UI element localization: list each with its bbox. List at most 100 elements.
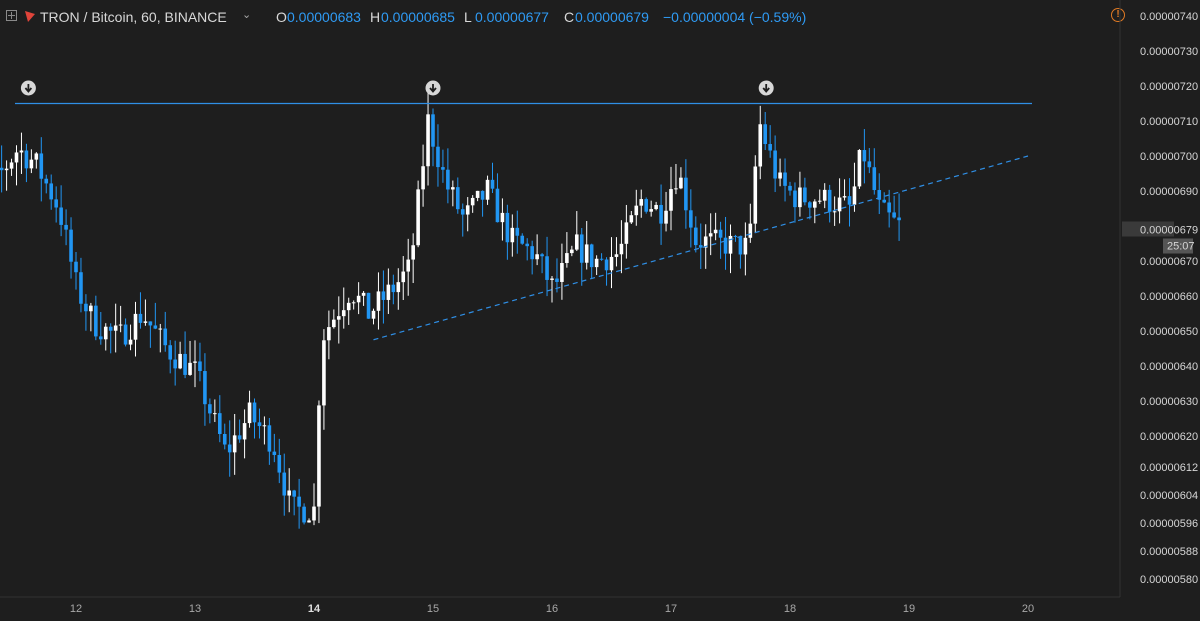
candle: [9, 158, 14, 176]
candle: [431, 108, 435, 167]
candle: [317, 400, 321, 524]
candle: [351, 300, 356, 310]
candle: [113, 303, 118, 353]
candle: [480, 190, 485, 217]
candle: [64, 209, 68, 246]
candle: [213, 399, 217, 423]
candle: [262, 416, 267, 445]
time-tick-label: 12: [70, 603, 82, 615]
low-label: L: [464, 9, 472, 25]
last-price-label: 0.00000679: [1140, 225, 1198, 237]
price-axis[interactable]: 0.00000740 0.00000730 0.00000720 0.00000710…: [1122, 11, 1198, 586]
candle: [460, 203, 465, 237]
candle: [530, 240, 534, 275]
candle: [203, 353, 207, 426]
warning-icon[interactable]: !: [1111, 8, 1125, 22]
candle: [817, 189, 822, 204]
candle: [560, 243, 564, 300]
candle: [173, 340, 177, 386]
candle: [550, 275, 554, 303]
open-label: O: [276, 9, 287, 25]
time-tick-label: 19: [903, 603, 915, 615]
candle: [426, 90, 430, 186]
candle: [396, 268, 401, 310]
countdown-label: 25:07: [1167, 241, 1195, 253]
candle: [629, 210, 634, 224]
candle: [634, 189, 639, 226]
high-value: 0.00000685: [381, 9, 455, 25]
time-axis[interactable]: 12 13 14 15 16 17 18 19 20: [70, 603, 1034, 615]
expand-icon[interactable]: [6, 10, 17, 21]
candle: [178, 341, 182, 370]
price-tick-label: 0.00000720: [1140, 81, 1198, 93]
candle: [882, 192, 887, 204]
candle: [565, 232, 569, 268]
candle: [803, 177, 807, 206]
arrow-down-marker-icon[interactable]: [425, 80, 441, 96]
candle: [411, 233, 415, 284]
candle: [659, 184, 663, 245]
time-tick-label: 15: [427, 603, 439, 615]
candle: [272, 433, 277, 463]
candle: [470, 195, 475, 213]
candle: [267, 417, 272, 465]
candle: [138, 292, 143, 329]
candle: [679, 167, 683, 190]
drawing-layer: [15, 80, 1032, 341]
candle: [738, 235, 743, 269]
open-value: 0.00000683: [287, 9, 361, 25]
price-tick-label: 0.00000580: [1140, 574, 1198, 586]
candle: [302, 503, 306, 525]
time-tick-label: 20: [1022, 603, 1034, 615]
candle: [39, 137, 44, 202]
candle: [34, 152, 39, 169]
arrow-down-marker-icon[interactable]: [758, 80, 774, 96]
candle: [773, 135, 777, 193]
candle: [222, 423, 227, 450]
candle: [59, 185, 63, 237]
candle: [847, 178, 852, 227]
candle: [768, 125, 772, 158]
candle: [19, 132, 24, 174]
candle: [148, 321, 153, 348]
close-label: C: [564, 9, 575, 25]
candle: [74, 251, 78, 290]
candle: [505, 204, 510, 260]
candle: [366, 292, 371, 319]
candle: [193, 340, 197, 388]
candle: [401, 256, 406, 301]
symbol-title[interactable]: TRON / Bitcoin, 60, BINANCE: [40, 9, 227, 25]
candle: [436, 124, 440, 187]
arrow-down-marker-icon[interactable]: [20, 80, 36, 96]
candle: [475, 190, 480, 202]
candle: [827, 184, 832, 223]
candle: [485, 175, 490, 205]
candle: [669, 166, 673, 231]
candle: [371, 308, 376, 325]
candle: [510, 214, 515, 257]
candle: [842, 179, 847, 201]
candle: [599, 253, 604, 261]
candle: [79, 257, 83, 313]
last-price-tag: [1122, 221, 1174, 237]
candle: [118, 305, 123, 333]
candle: [579, 228, 584, 286]
price-tick-label: 0.00000650: [1140, 326, 1198, 338]
candle: [198, 342, 202, 382]
candle: [237, 419, 242, 443]
candle: [733, 234, 738, 242]
candle: [247, 390, 252, 428]
candle: [584, 220, 589, 270]
candle: [94, 295, 98, 341]
price-tick-label: 0.00000730: [1140, 46, 1198, 58]
candle: [356, 282, 361, 315]
candle: [441, 149, 445, 183]
price-tick-label: 0.00000740: [1140, 11, 1198, 23]
candle: [322, 329, 326, 430]
candle: [624, 204, 629, 259]
candle: [490, 162, 495, 193]
chevron-down-icon[interactable]: ⌄: [242, 9, 252, 21]
candle: [654, 201, 658, 211]
candle: [287, 468, 292, 513]
